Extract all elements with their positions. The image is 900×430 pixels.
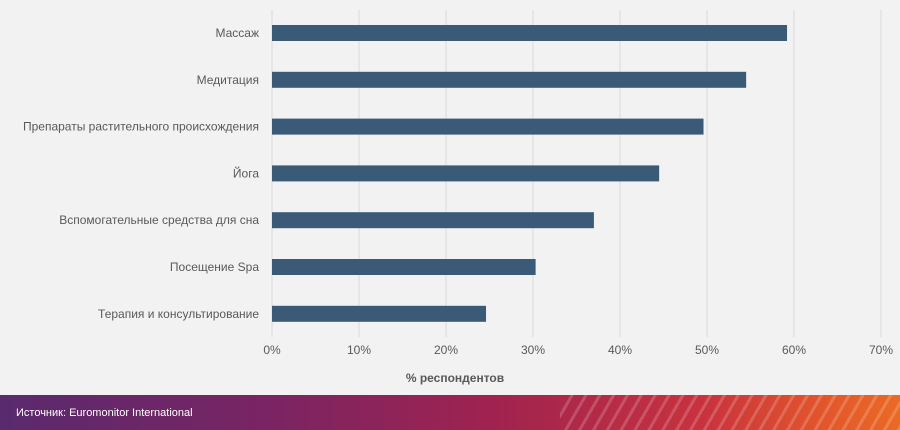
bar	[272, 212, 594, 229]
x-axis-label: % респондентов	[406, 371, 504, 385]
category-label: Посещение Spa	[170, 260, 259, 274]
category-labels: Массаж Медитация Препараты растительного п…	[23, 26, 259, 321]
x-tick-labels: 0% 10% 20% 30% 40% 50% 60% 70%	[263, 343, 893, 357]
bar	[272, 165, 660, 182]
bar	[272, 305, 487, 322]
x-tick-label: 70%	[869, 343, 893, 357]
bar	[272, 259, 536, 275]
category-label: Терапия и консультирование	[98, 307, 259, 321]
bars	[272, 25, 788, 322]
category-label: Йога	[233, 165, 259, 180]
bar	[272, 25, 788, 41]
footer-stripes	[560, 395, 900, 430]
category-label: Вспомогательные средства для сна	[59, 213, 259, 227]
x-tick-label: 40%	[608, 343, 632, 357]
footer-banner: Источник: Euromonitor International	[0, 395, 900, 430]
x-tick-label: 30%	[521, 343, 545, 357]
x-tick-label: 0%	[263, 343, 281, 357]
x-tick-label: 60%	[782, 343, 806, 357]
bar-chart: Массаж Медитация Препараты растительного п…	[23, 10, 893, 385]
category-label: Массаж	[215, 26, 259, 40]
x-tick-label: 50%	[695, 343, 719, 357]
category-label: Препараты растительного происхождения	[23, 120, 259, 134]
x-tick-label: 20%	[434, 343, 458, 357]
source-note: Источник: Euromonitor International	[16, 407, 193, 419]
x-tick-label: 10%	[347, 343, 371, 357]
category-label: Медитация	[197, 73, 259, 87]
bar	[272, 118, 704, 135]
bar	[272, 71, 747, 88]
